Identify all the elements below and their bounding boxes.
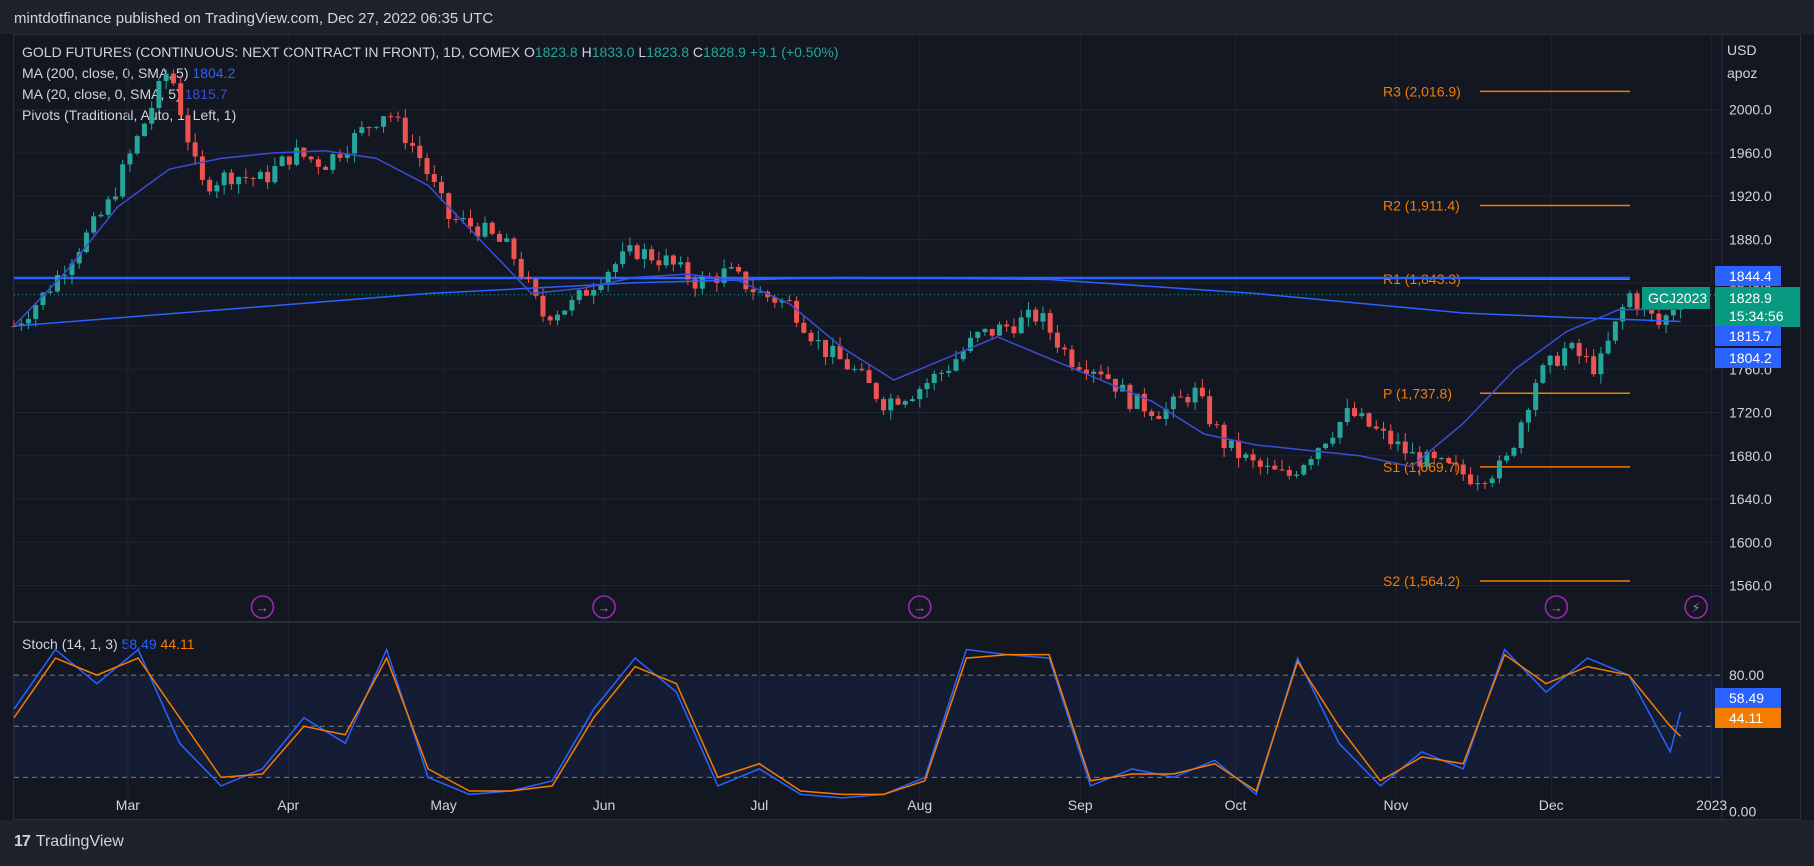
ma200-label: MA (200, close, 0, SMA, 5) [22,65,189,81]
pivots-legend[interactable]: Pivots (Traditional, Auto, 1, Left, 1) [22,107,236,123]
stoch-legend[interactable]: Stoch (14, 1, 3) 58.49 44.11 [22,636,195,652]
ma20-value: 1815.7 [184,86,228,102]
stoch-d-value: 44.11 [160,636,195,652]
stoch-k-value: 58.49 [121,636,157,652]
ma20-legend[interactable]: MA (20, close, 0, SMA, 5) 1815.7 [22,86,227,102]
main-legend: GOLD FUTURES (CONTINUOUS: NEXT CONTRACT … [22,44,839,60]
ma200-value: 1804.2 [192,65,236,81]
publish-header: mintdotfinance published on TradingView.… [0,0,1814,34]
symbol-title: GOLD FUTURES (CONTINUOUS: NEXT CONTRACT … [22,44,521,60]
close-label: C [692,44,704,60]
low-label: L [638,44,647,60]
chart-frame[interactable] [13,34,1801,820]
open-value: 1823.8 [534,44,578,60]
tradingview-brand[interactable]: 17 TradingView [14,833,124,851]
low-value: 1823.8 [646,44,690,60]
brand-text: TradingView [35,833,124,850]
open-label: O [523,44,535,60]
publish-text: mintdotfinance published on TradingView.… [14,10,494,27]
pivots-label: Pivots (Traditional, Auto, 1, Left, 1) [22,107,237,123]
ma200-legend[interactable]: MA (200, close, 0, SMA, 5) 1804.2 [22,65,235,81]
change-value: +9.1 (+0.50%) [749,44,839,60]
ma20-label: MA (20, close, 0, SMA, 5) [22,86,181,102]
high-value: 1833.0 [591,44,635,60]
footer-bar [0,820,1814,866]
stoch-label: Stoch (14, 1, 3) [22,636,118,652]
high-label: H [581,44,592,60]
tradingview-logo-icon: 17 [14,833,31,850]
close-value: 1828.9 [703,44,746,60]
